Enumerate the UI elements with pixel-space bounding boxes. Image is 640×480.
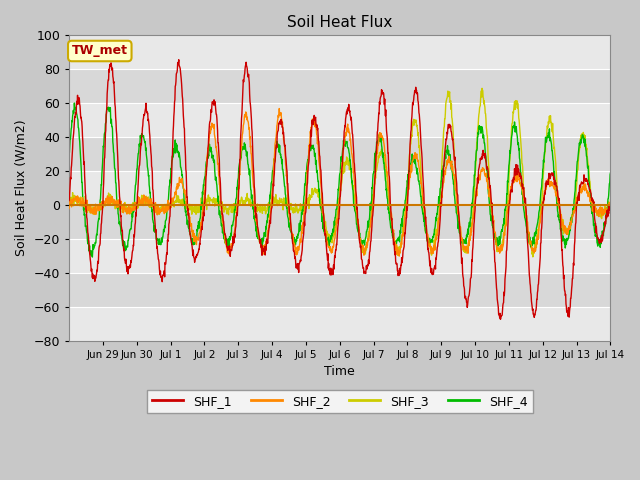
Bar <box>69 103 611 137</box>
Bar <box>69 137 611 171</box>
Text: TW_met: TW_met <box>72 45 128 58</box>
Y-axis label: Soil Heat Flux (W/m2): Soil Heat Flux (W/m2) <box>15 120 28 256</box>
X-axis label: Time: Time <box>324 365 355 378</box>
Bar <box>69 273 611 307</box>
Bar <box>69 307 611 341</box>
Bar <box>69 205 611 239</box>
Bar <box>69 36 611 69</box>
Legend: SHF_1, SHF_2, SHF_3, SHF_4: SHF_1, SHF_2, SHF_3, SHF_4 <box>147 390 532 413</box>
Bar <box>69 239 611 273</box>
Title: Soil Heat Flux: Soil Heat Flux <box>287 15 392 30</box>
Bar <box>69 171 611 205</box>
Bar <box>69 69 611 103</box>
